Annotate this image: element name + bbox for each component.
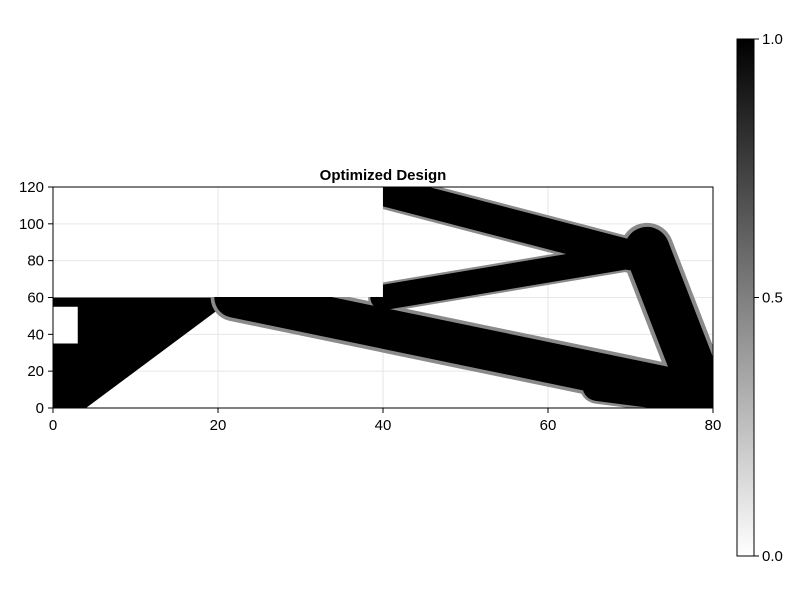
heatmap-members [53,187,713,408]
y-axis: 0 20 40 60 80 100 120 [19,179,53,417]
solid-region-1 [53,306,78,344]
x-tick-label-3: 60 [540,417,557,434]
y-tick-label-2: 40 [27,326,44,343]
x-tick-label-1: 20 [210,417,227,434]
x-axis: 0 20 40 60 80 [49,408,722,434]
y-tick-label-1: 20 [27,363,44,380]
colorbar-gradient [736,38,755,557]
colorbar-tick-label-0: 0.0 [762,548,783,565]
plot-area: 0 20 40 60 80 0 20 40 60 80 100 120 [19,179,721,434]
colorbar-tick-label-1: 0.5 [762,290,783,307]
y-tick-label-5: 100 [19,216,44,233]
member-3 [624,226,713,408]
x-tick-label-0: 0 [49,417,57,434]
colorbar-ticks: 0.0 0.5 1.0 [754,31,783,565]
member-1 [370,240,660,311]
y-tick-label-0: 0 [36,400,44,417]
member-4 [582,370,713,408]
y-tick-label-6: 120 [19,179,44,196]
solid-region-0 [53,297,235,408]
y-tick-label-3: 60 [27,290,44,307]
y-tick-label-4: 80 [27,253,44,270]
colorbar-tick-label-2: 1.0 [762,31,783,48]
chart-title: Optimized Design [320,167,447,184]
colorbar: 0.0 0.5 1.0 [736,31,783,565]
x-tick-label-2: 40 [375,417,392,434]
x-tick-label-4: 80 [705,417,722,434]
member-0 [367,187,646,271]
